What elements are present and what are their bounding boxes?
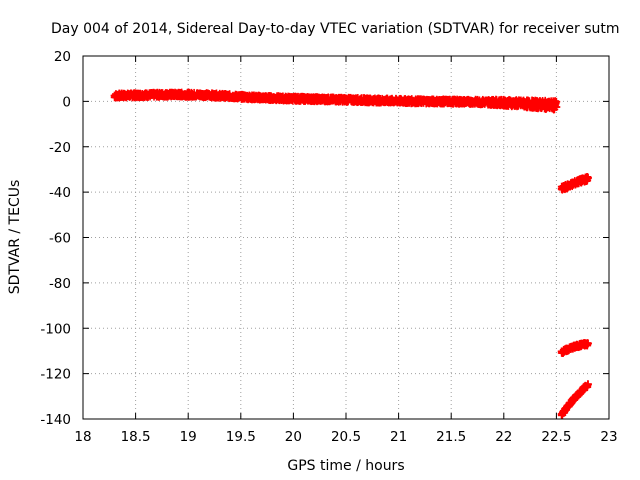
x-tick-label: 20 [285,429,302,445]
series-main-arc [110,88,561,114]
series-arc-near--38 [557,173,592,194]
grid [83,56,609,419]
x-axis-label: GPS time / hours [287,458,404,474]
chart-title: Day 004 of 2014, Sidereal Day-to-day VTE… [51,21,620,37]
y-tick-label: -40 [49,185,71,201]
y-tick-label: -100 [40,321,71,337]
x-tick-label: 23 [600,429,617,445]
x-tick-label: 19.5 [226,429,256,445]
series-arc-near--110 [557,339,592,357]
x-tick-label: 18.5 [121,429,151,445]
y-tick-label: 20 [54,49,71,65]
y-tick-label: -140 [40,412,71,428]
y-tick-label: -80 [49,276,71,292]
tick-labels: 18 18.5 19 19.5 20 20.5 21 21.5 22 22.5 23 20 0 -20 -4… [40,49,617,445]
x-tick-label: 21.5 [436,429,466,445]
x-tick-label: 22.5 [541,429,571,445]
y-axis-label: SDTVAR / TECUs [7,180,23,295]
series-arc-near--130 [557,380,592,420]
y-tick-label: 0 [62,94,71,110]
x-tick-label: 18 [74,429,91,445]
data-points [110,88,592,420]
x-tick-label: 21 [390,429,407,445]
y-tick-label: -60 [49,231,71,247]
x-tick-label: 19 [180,429,197,445]
x-tick-label: 22 [495,429,512,445]
axis-ticks [82,55,610,420]
y-tick-label: -20 [49,140,71,156]
y-tick-label: -120 [40,367,71,383]
x-tick-label: 20.5 [331,429,361,445]
